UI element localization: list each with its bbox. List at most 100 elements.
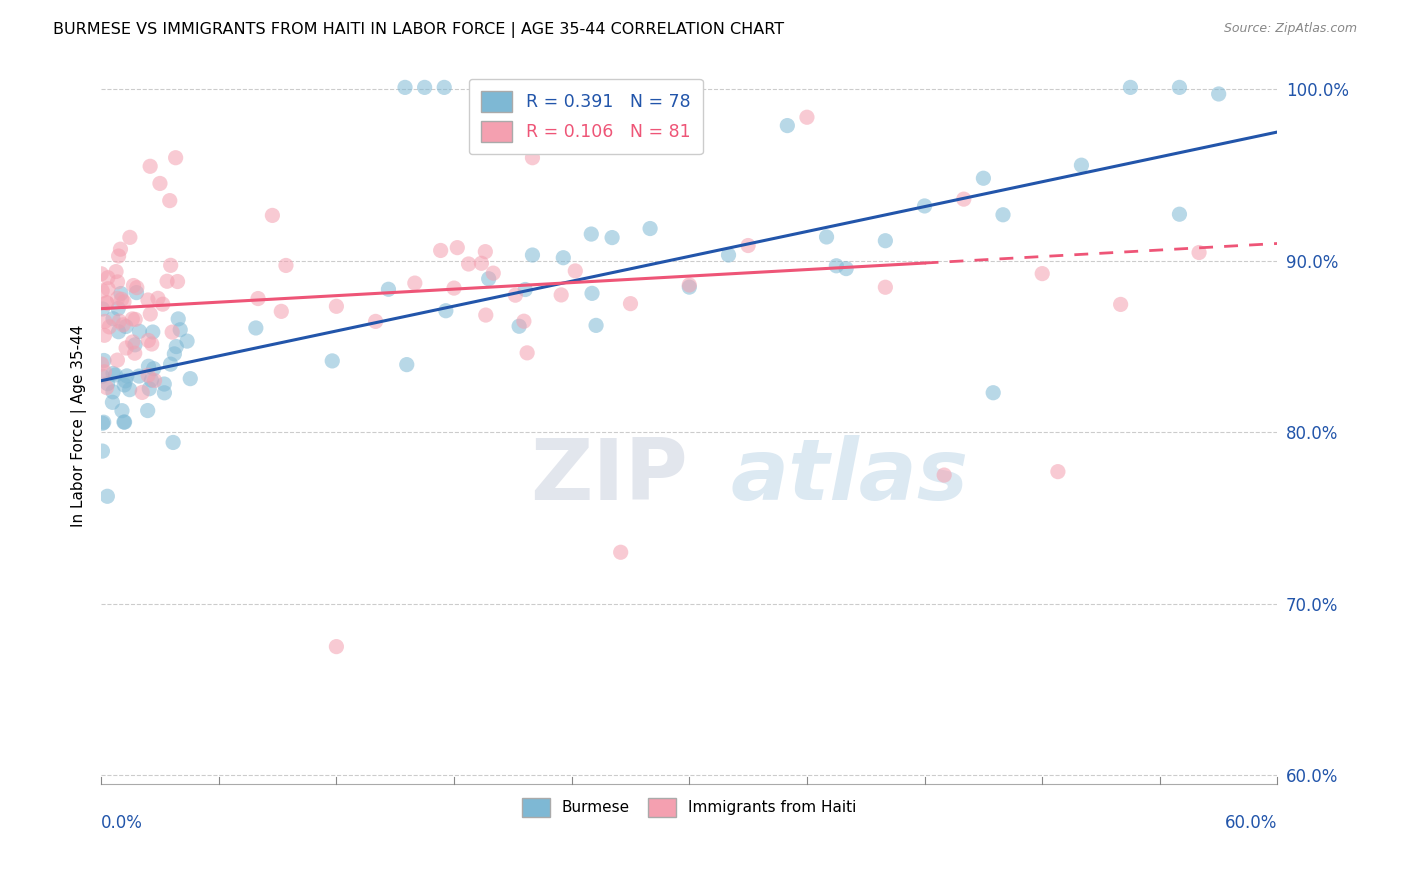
Point bbox=[163, 347, 186, 361]
Point bbox=[1168, 80, 1191, 95]
Point bbox=[90, 267, 112, 281]
Point bbox=[108, 314, 131, 328]
Point bbox=[433, 80, 456, 95]
Point bbox=[875, 234, 897, 248]
Point bbox=[262, 208, 284, 222]
Point bbox=[114, 374, 136, 388]
Point bbox=[97, 270, 120, 285]
Point bbox=[94, 314, 117, 328]
Point bbox=[516, 346, 538, 360]
Point bbox=[96, 381, 118, 395]
Point bbox=[475, 308, 498, 322]
Point bbox=[717, 248, 740, 262]
Point bbox=[991, 208, 1014, 222]
Point bbox=[91, 369, 114, 384]
Point bbox=[128, 369, 150, 384]
Point bbox=[796, 110, 818, 124]
Point bbox=[159, 258, 181, 272]
Point bbox=[522, 248, 544, 262]
Point bbox=[321, 354, 343, 368]
Point bbox=[141, 337, 163, 351]
Point bbox=[138, 334, 160, 348]
Point bbox=[474, 244, 496, 259]
Point bbox=[101, 367, 124, 381]
Point bbox=[522, 151, 544, 165]
Point bbox=[513, 314, 536, 328]
Point bbox=[118, 230, 141, 244]
Point bbox=[101, 395, 124, 409]
Point bbox=[619, 296, 641, 310]
Point bbox=[981, 385, 1004, 400]
Point bbox=[1031, 267, 1053, 281]
Point bbox=[678, 280, 700, 294]
Legend: Burmese, Immigrants from Haiti: Burmese, Immigrants from Haiti bbox=[516, 792, 862, 822]
Point bbox=[470, 256, 492, 270]
Point bbox=[162, 435, 184, 450]
Point bbox=[160, 325, 183, 339]
Point bbox=[107, 353, 129, 368]
Point bbox=[136, 403, 159, 417]
Point bbox=[875, 280, 897, 294]
Point bbox=[139, 159, 162, 173]
Point bbox=[325, 299, 347, 313]
Point bbox=[159, 194, 181, 208]
Point bbox=[443, 281, 465, 295]
Point bbox=[395, 358, 418, 372]
Point bbox=[93, 365, 115, 379]
Point bbox=[110, 242, 132, 256]
Point bbox=[93, 415, 115, 429]
Point bbox=[434, 303, 457, 318]
Point bbox=[142, 361, 165, 376]
Point bbox=[247, 292, 270, 306]
Point bbox=[377, 282, 399, 296]
Point bbox=[97, 376, 120, 391]
Point bbox=[118, 383, 141, 397]
Text: BURMESE VS IMMIGRANTS FROM HAITI IN LABOR FORCE | AGE 35-44 CORRELATION CHART: BURMESE VS IMMIGRANTS FROM HAITI IN LABO… bbox=[53, 22, 785, 38]
Point bbox=[107, 275, 129, 289]
Point bbox=[825, 259, 848, 273]
Point bbox=[482, 266, 505, 280]
Point bbox=[139, 307, 162, 321]
Point bbox=[105, 264, 128, 278]
Point bbox=[325, 640, 347, 654]
Point bbox=[101, 384, 124, 399]
Point bbox=[404, 276, 426, 290]
Text: Source: ZipAtlas.com: Source: ZipAtlas.com bbox=[1223, 22, 1357, 36]
Point bbox=[508, 319, 530, 334]
Point bbox=[166, 275, 188, 289]
Point bbox=[737, 238, 759, 252]
Point bbox=[952, 192, 974, 206]
Point bbox=[169, 323, 191, 337]
Text: atlas: atlas bbox=[731, 434, 969, 517]
Point bbox=[91, 417, 114, 431]
Point bbox=[138, 359, 160, 374]
Point bbox=[98, 319, 121, 334]
Text: 0.0%: 0.0% bbox=[101, 814, 143, 832]
Point bbox=[125, 280, 148, 294]
Y-axis label: In Labor Force | Age 35-44: In Labor Force | Age 35-44 bbox=[72, 325, 87, 527]
Point bbox=[96, 489, 118, 503]
Point bbox=[125, 285, 148, 300]
Point bbox=[124, 346, 146, 360]
Point bbox=[446, 241, 468, 255]
Point bbox=[110, 286, 132, 301]
Point bbox=[153, 385, 176, 400]
Point bbox=[107, 325, 129, 339]
Point bbox=[90, 357, 112, 371]
Point bbox=[457, 257, 479, 271]
Text: ZIP: ZIP bbox=[530, 434, 689, 517]
Point bbox=[91, 284, 114, 298]
Point bbox=[107, 291, 129, 305]
Point bbox=[152, 297, 174, 311]
Point bbox=[394, 80, 416, 95]
Point bbox=[122, 278, 145, 293]
Point bbox=[1119, 80, 1142, 95]
Point bbox=[245, 321, 267, 335]
Point bbox=[131, 385, 153, 400]
Point bbox=[274, 259, 297, 273]
Point bbox=[128, 324, 150, 338]
Point bbox=[111, 293, 134, 307]
Point bbox=[101, 311, 124, 326]
Point bbox=[515, 283, 537, 297]
Point bbox=[115, 341, 138, 355]
